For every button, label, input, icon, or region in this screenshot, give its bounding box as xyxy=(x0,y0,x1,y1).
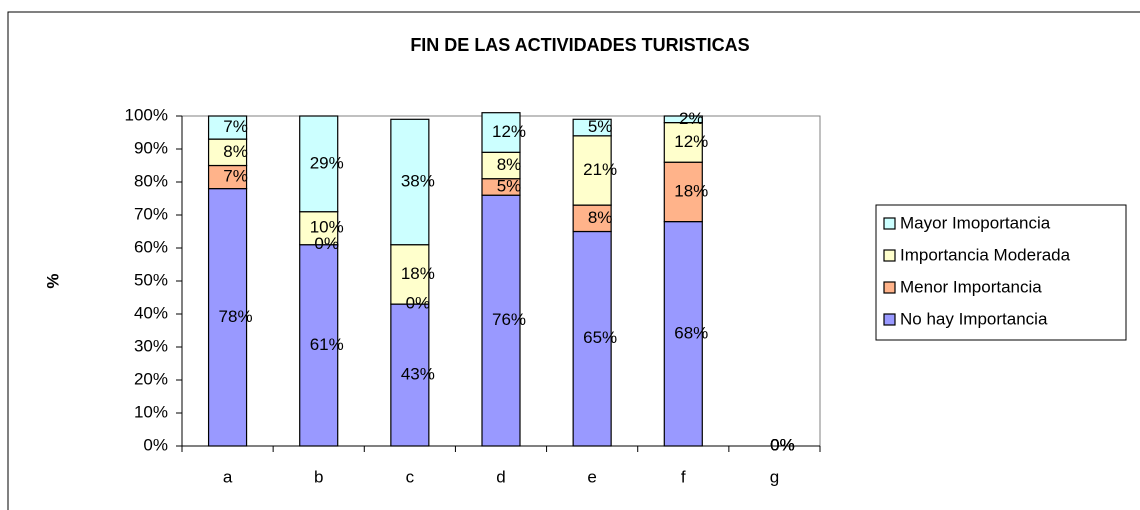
x-tick-label: e xyxy=(587,467,596,486)
y-tick-label: 50% xyxy=(134,270,168,289)
data-label: 8% xyxy=(497,155,522,174)
chart-frame xyxy=(7,11,1140,510)
data-label: 0% xyxy=(770,435,795,454)
data-label: 76% xyxy=(492,310,526,329)
x-tick-label: g xyxy=(770,467,779,486)
y-tick-label: 90% xyxy=(134,138,168,157)
legend-label: No hay Importancia xyxy=(900,309,1048,328)
y-tick-label: 100% xyxy=(125,105,168,124)
y-tick-label: 60% xyxy=(134,237,168,256)
y-tick-label: 70% xyxy=(134,204,168,223)
data-label: 2% xyxy=(679,109,704,128)
bar-segment xyxy=(390,303,430,447)
chart-title: FIN DE LAS ACTIVIDADES TURISTICAS xyxy=(410,35,749,55)
bar-segment xyxy=(299,115,339,213)
x-tick-label: f xyxy=(681,467,686,486)
data-label: 7% xyxy=(223,167,248,186)
y-tick-label: 30% xyxy=(134,336,168,355)
y-tick-label: 10% xyxy=(134,402,168,421)
data-label: 7% xyxy=(223,117,248,136)
data-label: 38% xyxy=(401,171,435,190)
x-tick-label: a xyxy=(223,467,233,486)
y-axis-label: % xyxy=(43,273,62,288)
bar-segment xyxy=(663,115,703,124)
legend-swatch xyxy=(883,249,896,262)
data-label: 29% xyxy=(310,153,344,172)
bar-segment xyxy=(572,118,612,137)
bar-segment xyxy=(663,221,703,447)
legend-swatch xyxy=(883,281,896,294)
bar-segment xyxy=(572,135,612,206)
bar-segment xyxy=(390,244,430,305)
bar-segment xyxy=(207,138,248,167)
bar-segment xyxy=(299,211,339,246)
x-tick-label: d xyxy=(496,467,505,486)
legend-label: Mayor Imoportancia xyxy=(900,213,1051,232)
legend-swatch xyxy=(883,217,896,230)
data-label: 0% xyxy=(770,435,795,454)
legend-label: Menor Importancia xyxy=(900,277,1042,296)
data-label: 0% xyxy=(770,435,795,454)
data-label: 0% xyxy=(314,234,339,253)
bar-segment xyxy=(481,194,521,447)
bar-segment xyxy=(572,230,612,447)
x-tick-label: c xyxy=(406,467,415,486)
bar-segment xyxy=(663,161,703,223)
bar-segment xyxy=(207,115,248,140)
y-tick-label: 40% xyxy=(134,303,168,322)
data-label: 18% xyxy=(401,264,435,283)
data-label: 0% xyxy=(770,435,795,454)
data-label: 78% xyxy=(219,307,253,326)
bar-segment xyxy=(207,188,248,447)
y-tick-label: 20% xyxy=(134,369,168,388)
y-tick-label: 0% xyxy=(143,435,168,454)
bar-segment xyxy=(299,244,339,447)
y-tick-label: 80% xyxy=(134,171,168,190)
data-label: 18% xyxy=(674,181,708,200)
legend-box xyxy=(875,204,1127,341)
x-tick-label: b xyxy=(314,467,323,486)
data-label: 0% xyxy=(406,294,431,313)
legend-swatch xyxy=(883,313,896,326)
data-label: 5% xyxy=(588,117,613,136)
data-label: 12% xyxy=(674,132,708,151)
data-label: 65% xyxy=(583,328,617,347)
data-label: 8% xyxy=(588,208,613,227)
bar-segment xyxy=(481,151,521,180)
data-label: 43% xyxy=(401,365,435,384)
bar-segment xyxy=(390,118,430,246)
data-label: 10% xyxy=(310,218,344,237)
bar-segment xyxy=(481,112,521,153)
legend-label: Importancia Moderada xyxy=(900,245,1071,264)
data-label: 12% xyxy=(492,122,526,141)
data-label: 5% xyxy=(497,176,522,195)
data-label: 8% xyxy=(223,142,248,161)
data-label: 21% xyxy=(583,160,617,179)
data-label: 68% xyxy=(674,323,708,342)
data-label: 61% xyxy=(310,335,344,354)
